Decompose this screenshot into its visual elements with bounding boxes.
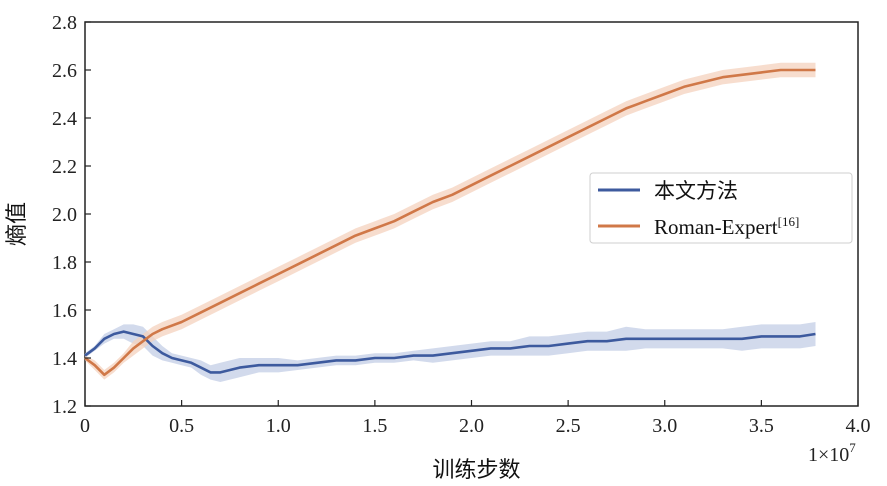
y-tick-label: 1.2 — [52, 396, 77, 418]
x-axis-multiplier-base: 1×10 — [808, 444, 849, 466]
legend-label-roman-expert: Roman-Expert[16] — [654, 214, 799, 239]
x-tick-label: 1.5 — [362, 415, 387, 437]
x-tick-label: 2.5 — [556, 415, 581, 437]
y-tick-label: 2.4 — [52, 108, 77, 130]
x-tick-label: 1.0 — [266, 415, 291, 437]
series-line-ours — [84, 330, 816, 374]
y-tick-label: 2.6 — [52, 60, 77, 82]
x-axis-ticks: 0 0.5 1.0 1.5 2.0 2.5 3.0 3.5 4.0 — [80, 400, 871, 437]
y-tick-label: 2.0 — [52, 204, 77, 226]
x-tick-label: 2.0 — [459, 415, 484, 437]
x-axis-multiplier-exponent: 7 — [849, 440, 856, 455]
legend-label-roman-expert-name: Roman-Expert — [654, 215, 778, 239]
legend: 本文方法 Roman-Expert[16] — [589, 172, 853, 244]
y-axis-ticks: 1.2 1.4 1.6 1.8 2.0 2.2 2.4 2.6 2.8 — [52, 12, 91, 418]
y-tick-label: 2.2 — [52, 156, 77, 178]
series-layer — [84, 62, 816, 382]
legend-label-ours: 本文方法 — [654, 179, 738, 203]
confidence-band-ours — [85, 322, 816, 382]
y-tick-label: 1.4 — [52, 348, 77, 370]
x-tick-label: 4.0 — [846, 415, 871, 437]
x-axis-multiplier: 1×107 — [808, 440, 856, 466]
y-tick-label: 1.6 — [52, 300, 77, 322]
x-tick-label: 3.5 — [749, 415, 774, 437]
series-line-roman-expert — [84, 68, 816, 377]
x-tick-label: 3.0 — [652, 415, 677, 437]
legend-label-roman-expert-ref: [16] — [778, 214, 800, 229]
x-axis-title: 训练步数 — [432, 458, 520, 483]
legend-box — [589, 172, 853, 244]
x-tick-label: 0 — [80, 415, 90, 437]
x-tick-label: 0.5 — [169, 415, 194, 437]
y-tick-label: 2.8 — [52, 12, 77, 34]
y-axis-title: 熵值 — [5, 202, 30, 246]
y-tick-label: 1.8 — [52, 252, 77, 274]
